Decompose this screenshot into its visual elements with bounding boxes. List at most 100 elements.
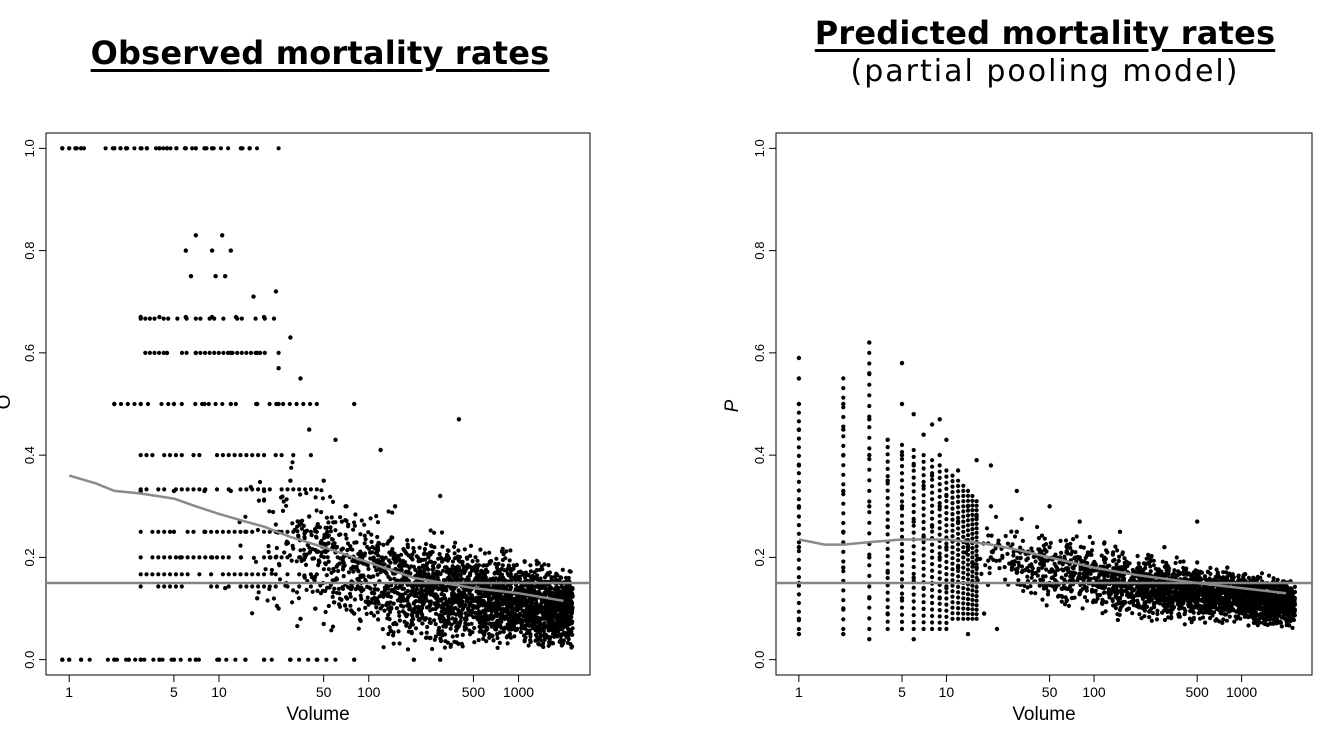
left-data-point [202, 146, 207, 151]
left-cloud-point [404, 563, 410, 568]
left-cloud-point [404, 621, 409, 626]
left-band-point [162, 555, 167, 560]
left-cloud-point [433, 634, 438, 639]
left-data-point [255, 350, 260, 356]
right-chart: 0.00.20.40.60.81.01 5 10 50 100 500 1000Volume… [722, 132, 1313, 725]
left-data-point [438, 493, 443, 499]
right-cloud-point [987, 571, 992, 576]
left-band-point [256, 453, 261, 458]
left-band-point [214, 584, 220, 589]
left-data-point [238, 555, 244, 560]
left-cloud-point [356, 569, 361, 574]
left-cloud-point [396, 610, 402, 615]
left-cloud-point [524, 603, 529, 608]
left-cloud-point [501, 575, 506, 580]
left-band-point [214, 529, 220, 534]
left-data-point [307, 514, 312, 519]
left-cloud-point [371, 574, 376, 579]
right-cloud-point [1191, 617, 1196, 622]
left-cloud-point [441, 593, 447, 598]
left-cloud-point [565, 585, 570, 590]
left-band-point [250, 487, 255, 492]
left-data-point [138, 657, 143, 662]
left-cloud-point [565, 617, 570, 622]
right-cloud-point [1023, 568, 1028, 573]
left-cloud-point [298, 492, 303, 497]
left-y-tick-label: 0.8 [22, 242, 37, 260]
right-cloud-point [1107, 595, 1112, 600]
left-band-point [267, 529, 272, 534]
left-cloud-point [420, 557, 425, 563]
left-cloud-point [362, 522, 367, 527]
left-data-point [164, 350, 170, 356]
left-cloud-point [290, 521, 295, 526]
right-cloud-point [1088, 576, 1093, 582]
left-data-point [138, 488, 143, 494]
left-band-point [244, 350, 249, 355]
left-band-point [294, 401, 299, 407]
left-band-point [118, 401, 124, 407]
left-cloud-point [493, 561, 498, 567]
left-band-point [267, 584, 272, 589]
left-cloud-point [422, 547, 427, 552]
left-cloud-point [330, 624, 336, 629]
left-cloud-point [343, 518, 348, 523]
left-data-point [223, 585, 228, 591]
left-data-point [213, 274, 218, 279]
right-cloud-point [989, 533, 994, 538]
right-cloud-point [1208, 565, 1213, 571]
left-band-point [273, 555, 278, 560]
left-cloud-point [359, 518, 364, 523]
left-cloud-point [396, 629, 401, 634]
left-band-point [287, 401, 292, 407]
left-cloud-point [369, 590, 375, 596]
left-band-point [191, 529, 196, 534]
left-cloud-point [350, 558, 355, 564]
left-cloud-point [417, 545, 422, 550]
right-cloud-point [1041, 558, 1047, 563]
right-cloud-point [1169, 616, 1174, 621]
left-data-point [321, 478, 326, 483]
left-cloud-point [256, 590, 261, 595]
left-cloud-point [534, 568, 540, 573]
left-band-point [303, 487, 308, 492]
left-cloud-point [480, 593, 485, 598]
left-cloud-point [467, 608, 472, 613]
left-band-point [308, 584, 313, 589]
left-band-point [303, 555, 308, 560]
left-band-point [150, 529, 155, 534]
right-cloud-point [1120, 550, 1125, 555]
left-band-point [209, 584, 214, 589]
left-cloud-point [565, 595, 570, 600]
left-cloud-point [266, 544, 271, 549]
right-cloud-point [1122, 556, 1127, 561]
left-cloud-point [409, 629, 414, 635]
right-cloud-point [1147, 615, 1152, 620]
left-band-point [150, 555, 155, 560]
left-cloud-point [319, 488, 324, 493]
left-data-point [298, 376, 303, 381]
left-cloud-point [431, 566, 436, 571]
left-cloud-point [547, 611, 552, 617]
left-y-tick-label: 0.2 [22, 548, 37, 566]
left-band-point [166, 316, 171, 321]
left-data-point [112, 146, 117, 151]
left-band-point [221, 350, 226, 355]
left-cloud-point [374, 514, 379, 519]
left-cloud-point [388, 594, 393, 600]
left-cloud-point [477, 616, 482, 621]
left-band-point [248, 350, 254, 355]
left-cloud-point [463, 621, 468, 626]
right-cloud-point [1236, 574, 1241, 579]
right-cloud-point [1011, 549, 1016, 555]
left-cloud-point [265, 598, 270, 603]
left-cloud-point [523, 575, 528, 580]
left-cloud-point [464, 596, 469, 601]
left-data-point [321, 621, 326, 627]
left-cloud-point [371, 555, 376, 560]
left-data-point [493, 570, 498, 575]
left-cloud-point [440, 568, 446, 573]
left-data-point [333, 437, 338, 442]
left-band-point [281, 401, 286, 407]
left-cloud-point [331, 568, 336, 574]
